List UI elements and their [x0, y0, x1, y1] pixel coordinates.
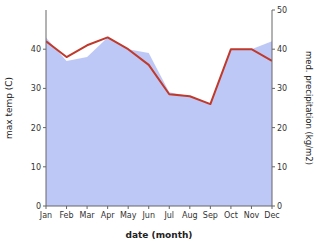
y-tick [43, 206, 46, 207]
x-tick-label: Jun [141, 211, 155, 220]
x-axis-label: date (month) [126, 230, 193, 240]
y-tick [43, 127, 46, 128]
x-tick [230, 206, 231, 209]
y2-tick-label: 40 [277, 45, 287, 54]
y2-tick [272, 166, 275, 167]
y2-tick-label: 0 [277, 202, 282, 211]
y2-tick [272, 88, 275, 89]
x-tick-label: Oct [224, 211, 238, 220]
x-axis-line [46, 206, 272, 207]
y2-tick [272, 10, 275, 11]
chart-container: JanFebMarAprMayJunJulAugSepOctNovDec0102… [0, 0, 318, 244]
y2-axis-label: med. precipitation (kg/m2) [304, 51, 314, 165]
y-axis-label: max temp (C) [4, 77, 14, 139]
x-tick-label: Sep [203, 211, 218, 220]
x-tick [87, 206, 88, 209]
y2-tick-label: 10 [277, 163, 287, 172]
y2-tick [272, 127, 275, 128]
temp-line [46, 37, 272, 104]
x-tick-label: Aug [182, 211, 198, 220]
x-tick-label: Mar [80, 211, 96, 220]
x-tick-label: Nov [244, 211, 260, 220]
x-tick [128, 206, 129, 209]
precip-area [46, 37, 272, 206]
y-axis-line [46, 10, 47, 206]
x-tick [148, 206, 149, 209]
y-tick-label: 40 [31, 45, 41, 54]
x-tick-label: Apr [101, 211, 116, 220]
x-tick [251, 206, 252, 209]
y-tick [43, 166, 46, 167]
y2-axis-line [272, 10, 273, 206]
x-tick-label: Feb [59, 211, 73, 220]
x-tick [66, 206, 67, 209]
y2-tick-label: 30 [277, 84, 287, 93]
x-tick-label: Jan [39, 211, 52, 220]
x-tick [210, 206, 211, 209]
y-tick-label: 20 [31, 124, 41, 133]
chart: JanFebMarAprMayJunJulAugSepOctNovDec0102… [0, 0, 318, 244]
y2-tick-label: 20 [277, 124, 287, 133]
x-tick-label: May [120, 211, 137, 220]
x-tick-label: Dec [264, 211, 279, 220]
plot-area [46, 37, 272, 206]
y2-tick [272, 206, 275, 207]
x-tick [107, 206, 108, 209]
y2-tick-label: 50 [277, 6, 287, 15]
y-tick-label: 0 [36, 202, 41, 211]
y2-tick [272, 49, 275, 50]
x-tick-label: Jul [163, 211, 174, 220]
x-tick [169, 206, 170, 209]
y-tick [43, 88, 46, 89]
y-tick [43, 49, 46, 50]
y-tick-label: 10 [31, 163, 41, 172]
x-tick [189, 206, 190, 209]
y-tick-label: 30 [31, 84, 41, 93]
